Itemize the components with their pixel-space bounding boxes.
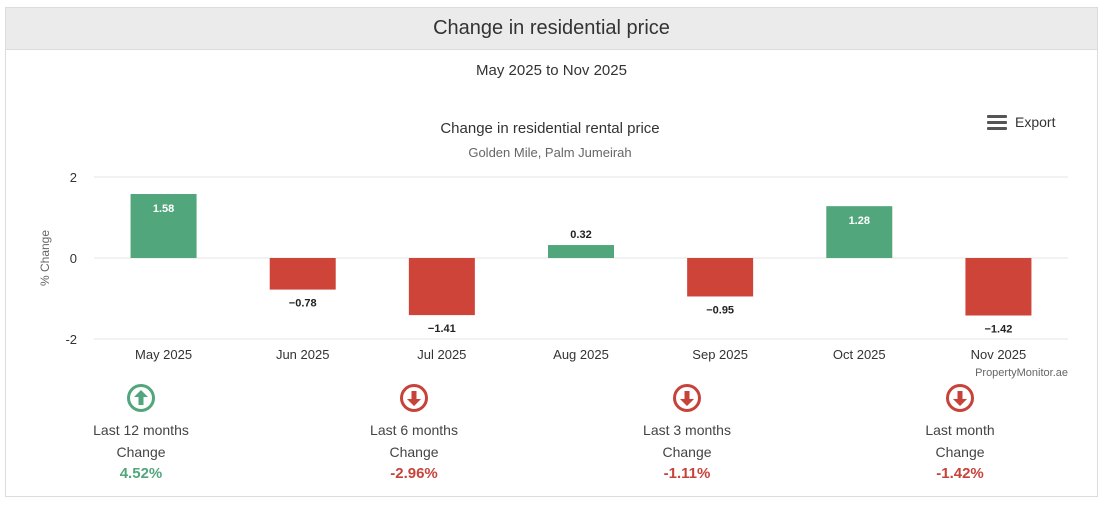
arrow-down-icon-graphic [946,384,974,412]
x-axis-ticks: May 2025 Jun 2025 Jul 2025 Aug 2025 Sep 2025… [135,347,1026,362]
bar-sep-2025[interactable] [687,258,754,297]
data-labels: 1.58 −0.78 −1.41 0.32 −0.95 1.28 −1.42 [153,203,1012,336]
summary-label: Last month [925,422,995,438]
x-tick-label: Aug 2025 [553,347,609,362]
summary-last-6-months: Last 6 months Change -2.96% [329,383,499,485]
data-label: 1.28 [849,215,870,227]
summary-label: Last 3 months [643,422,731,438]
menu-icon [987,114,1007,130]
chart-subtitle: Golden Mile, Palm Jumeirah [468,145,631,160]
summary-label: Last 12 months [93,422,189,438]
data-label: 1.58 [153,203,174,215]
data-label: −1.41 [428,323,456,335]
summary-value: -1.42% [936,465,984,482]
y-tick-label: 2 [70,170,77,185]
card-title: Change in residential price [433,17,670,39]
summary-sub: Change [116,444,166,460]
x-tick-label: Sep 2025 [692,347,748,362]
bar-jun-2025[interactable] [269,258,336,290]
arrow-up-icon-graphic [127,384,155,412]
summary-sub: Change [935,444,985,460]
data-label: 0.32 [570,229,591,241]
chart-title: Change in residential rental price [440,120,659,137]
x-tick-label: Jul 2025 [417,347,466,362]
bar-jul-2025[interactable] [408,258,475,316]
summary-value: -1.11% [663,465,711,482]
arrow-down-icon-graphic [400,384,428,412]
bars [130,194,1032,316]
x-tick-label: Oct 2025 [833,347,886,362]
summary-last-month: Last month Change -1.42% [875,383,1045,485]
chart-credit[interactable]: PropertyMonitor.ae [975,367,1068,379]
bar-aug-2025[interactable] [548,245,614,258]
bar-nov-2025[interactable] [965,258,1032,316]
y-axis-ticks: 2 0 -2 [65,170,77,347]
summary-sub: Change [389,444,439,460]
summary-label: Last 6 months [370,422,458,438]
data-label: −1.42 [985,324,1013,336]
bar-oct-2025[interactable] [826,206,893,258]
summary-sub: Change [662,444,712,460]
summary-value: 4.52% [119,465,163,482]
x-tick-label: May 2025 [135,347,192,362]
y-tick-label: 0 [70,251,77,266]
data-label: −0.78 [289,298,317,310]
summary-last-3-months: Last 3 months Change -1.11% [602,383,772,485]
arrow-up-circle-icon [126,383,156,413]
arrow-down-circle-icon [399,383,429,413]
y-axis-title: % Change [38,230,52,286]
period-range: May 2025 to Nov 2025 [476,62,627,79]
summary-last-12-months: Last 12 months Change 4.52% [56,383,226,485]
bar-may-2025[interactable] [130,194,197,258]
summary-value: -2.96% [390,465,438,482]
export-button[interactable]: Export [987,114,1055,130]
arrow-down-circle-icon [945,383,975,413]
data-label: −0.95 [706,304,734,316]
arrow-down-circle-icon [672,383,702,413]
y-tick-label: -2 [65,332,77,347]
export-label: Export [1015,114,1056,130]
x-tick-label: Jun 2025 [276,347,330,362]
card-header: Change in residential price [6,8,1097,50]
x-tick-label: Nov 2025 [971,347,1027,362]
arrow-down-icon-graphic [673,384,701,412]
